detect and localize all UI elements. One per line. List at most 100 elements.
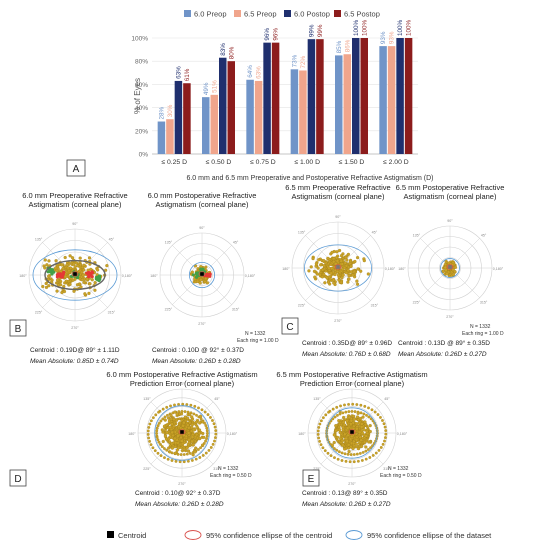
data-point	[340, 451, 344, 455]
data-point	[346, 452, 350, 456]
data-point	[213, 439, 216, 443]
data-point	[149, 443, 153, 447]
data-point	[340, 262, 344, 266]
inner-ellipse	[44, 259, 106, 291]
data-point	[381, 442, 385, 446]
angle-tick-label: 270°	[178, 482, 186, 486]
data-point	[346, 280, 350, 284]
data-point	[341, 411, 345, 415]
data-point	[149, 419, 153, 423]
data-point	[209, 416, 212, 419]
data-point	[168, 440, 172, 444]
data-point	[200, 443, 205, 447]
data-point	[204, 276, 208, 281]
data-point	[176, 434, 180, 438]
data-point	[356, 459, 360, 463]
data-point	[362, 412, 366, 416]
legend-centroid-label: Centroid	[118, 531, 146, 540]
data-point	[311, 256, 315, 261]
data-point	[173, 441, 178, 445]
data-point	[201, 420, 205, 424]
polar-panels: 6.0 mm Preoperative RefractiveAstigmatis…	[9, 183, 504, 508]
data-point	[337, 248, 342, 253]
angle-tick-label: 315°	[213, 467, 221, 471]
data-point	[335, 435, 340, 440]
centroid-ellipse	[334, 264, 342, 270]
panel-letter: B	[15, 324, 22, 335]
centroid-stat: Centroid : 0.35D@ 89° ± 0.96D	[302, 339, 392, 347]
dataset-ellipse	[303, 244, 372, 292]
density-point	[194, 275, 199, 279]
data-point	[352, 453, 356, 456]
polar-panel-1: 6.0 mm Preoperative RefractiveAstigmatis…	[9, 191, 133, 365]
data-point	[201, 454, 205, 457]
data-point	[165, 448, 169, 452]
data-point	[82, 263, 86, 267]
data-point	[167, 437, 171, 441]
angle-tick-label: 135°	[298, 231, 306, 235]
data-point	[205, 434, 209, 438]
data-point	[212, 422, 216, 426]
data-point	[211, 419, 214, 422]
data-point	[146, 429, 150, 433]
data-point	[353, 410, 357, 413]
data-point	[207, 448, 211, 452]
centroid-marker	[336, 265, 340, 269]
data-point	[371, 454, 375, 457]
data-point	[335, 413, 339, 417]
data-point	[155, 435, 159, 439]
data-label: 85%	[336, 40, 343, 53]
category-label: ≤ 2.00 D	[383, 159, 409, 166]
data-point	[331, 407, 335, 411]
centroid-stat: Centroid : 0.10D @ 92° ± 0.37D	[152, 346, 244, 354]
data-point	[355, 415, 360, 419]
data-point	[331, 278, 336, 282]
legend-centroid-ellipse	[184, 530, 202, 540]
data-point	[364, 457, 368, 461]
data-point	[322, 264, 326, 268]
data-point	[173, 403, 176, 407]
centroid-ellipse	[71, 271, 79, 277]
data-point	[157, 421, 161, 425]
angle-tick-label: 135°	[143, 397, 151, 401]
dataset-ellipse	[32, 249, 118, 301]
data-point	[169, 413, 173, 418]
data-point	[352, 441, 356, 446]
data-point	[343, 403, 346, 407]
data-point	[445, 272, 449, 276]
data-point	[370, 408, 374, 412]
data-point	[377, 448, 381, 452]
data-point	[173, 410, 177, 414]
angle-tick-label: 270°	[334, 319, 342, 323]
data-point	[345, 419, 349, 423]
y-tick-label: 40%	[135, 105, 148, 112]
data-point	[156, 424, 160, 428]
bar	[396, 38, 404, 154]
data-point	[185, 403, 189, 406]
angle-tick-label: 90°	[447, 219, 453, 223]
data-point	[185, 446, 189, 450]
density-point	[90, 275, 94, 279]
data-point	[163, 418, 167, 422]
data-point	[358, 451, 362, 455]
data-point	[360, 458, 364, 462]
data-point	[335, 448, 339, 452]
data-point	[327, 266, 331, 270]
data-point	[321, 416, 325, 420]
data-point	[163, 456, 166, 460]
density-point	[48, 269, 53, 274]
angle-tick-label: 45°	[214, 397, 220, 401]
data-point	[335, 405, 339, 409]
panel-letter-box	[66, 159, 86, 177]
data-point	[335, 259, 340, 263]
bottom-legend: Centroid 95% confidence ellipse of the c…	[107, 530, 492, 540]
data-point	[365, 429, 369, 434]
data-label: 99%	[317, 24, 324, 37]
data-point	[333, 415, 337, 419]
data-point	[60, 263, 64, 267]
data-point	[186, 459, 190, 463]
data-point	[187, 441, 191, 445]
data-point	[204, 451, 208, 455]
data-point	[175, 412, 179, 416]
data-point	[333, 447, 336, 450]
